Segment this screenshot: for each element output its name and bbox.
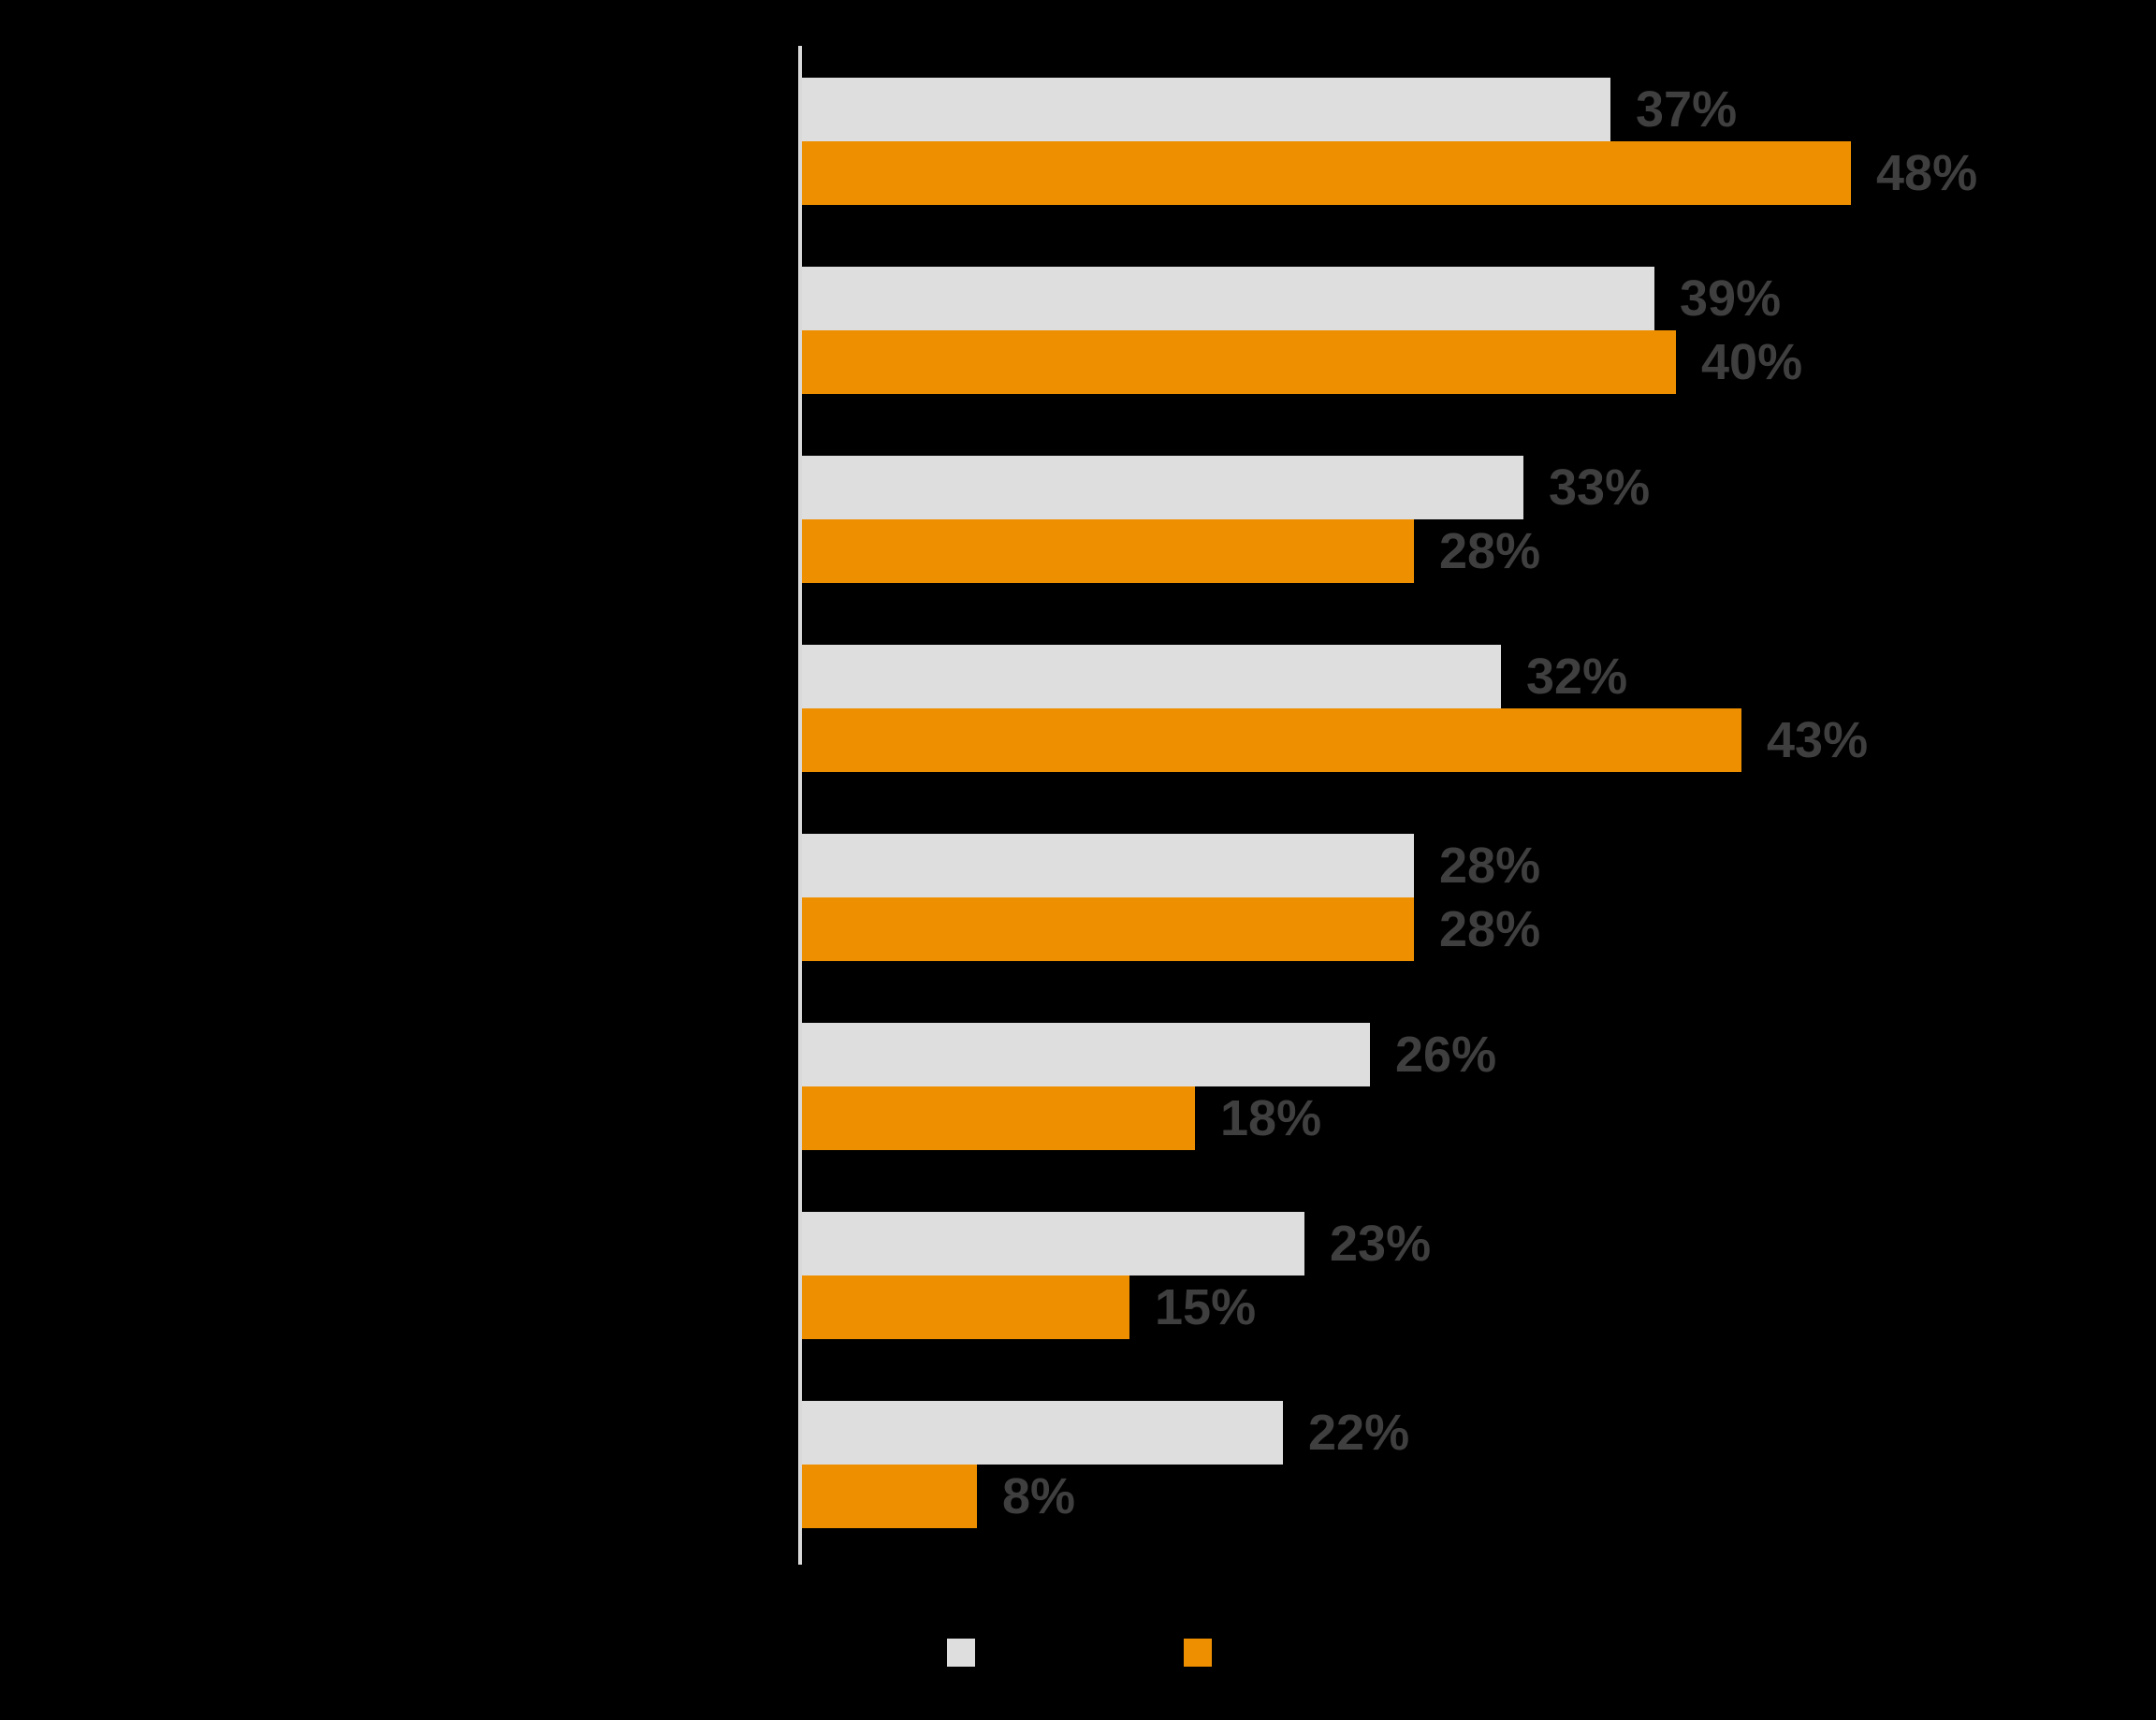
value-label-series2-row7: 15% [1155, 1279, 1257, 1335]
y-axis-line [798, 46, 802, 1565]
bar-series2-row3 [802, 519, 1414, 583]
value-label-series2-row6: 18% [1220, 1090, 1322, 1146]
value-label-series1-row6: 26% [1395, 1027, 1497, 1083]
bar-series2-row6 [802, 1086, 1195, 1150]
bar-series2-row2 [802, 330, 1676, 394]
bar-series2-row4 [802, 708, 1741, 772]
value-label-series1-row7: 23% [1330, 1216, 1432, 1272]
value-label-series2-row8: 8% [1002, 1468, 1076, 1524]
legend-swatch-series-2 [1184, 1639, 1212, 1667]
value-label-series2-row1: 48% [1876, 145, 1978, 201]
bar-series1-row1 [802, 78, 1610, 141]
bar-series1-row8 [802, 1401, 1283, 1465]
bar-series2-row5 [802, 897, 1414, 961]
value-label-series1-row8: 22% [1308, 1405, 1410, 1461]
bar-series1-row4 [802, 645, 1501, 708]
bar-series2-row8 [802, 1465, 977, 1528]
value-label-series2-row5: 28% [1439, 901, 1541, 957]
legend-swatch-series-1 [947, 1639, 975, 1667]
bar-series2-row1 [802, 141, 1851, 205]
bar-series2-row7 [802, 1275, 1129, 1339]
bar-series1-row5 [802, 834, 1414, 897]
value-label-series1-row1: 37% [1636, 81, 1738, 138]
value-label-series1-row4: 32% [1526, 649, 1628, 705]
bar-series1-row7 [802, 1212, 1304, 1275]
value-label-series1-row2: 39% [1680, 270, 1782, 327]
bar-series1-row6 [802, 1023, 1370, 1086]
value-label-series2-row3: 28% [1439, 523, 1541, 579]
value-label-series1-row3: 33% [1549, 459, 1651, 516]
value-label-series2-row4: 43% [1767, 712, 1869, 768]
value-label-series1-row5: 28% [1439, 838, 1541, 894]
legend [0, 1639, 2156, 1667]
bar-series1-row3 [802, 456, 1523, 519]
bar-series1-row2 [802, 267, 1654, 330]
value-label-series2-row2: 40% [1701, 334, 1803, 390]
